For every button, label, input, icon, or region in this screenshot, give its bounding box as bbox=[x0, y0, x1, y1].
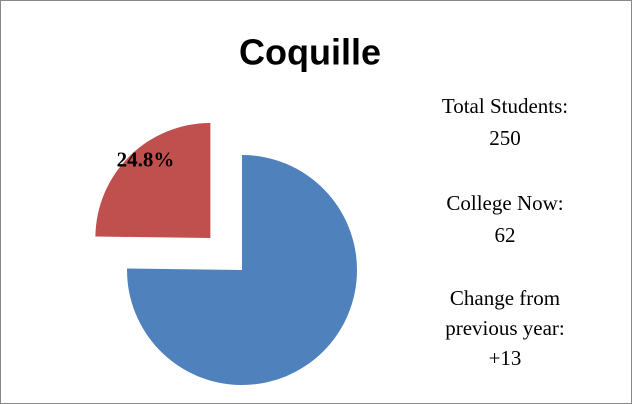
annotation: 62 bbox=[495, 223, 516, 247]
data-label: 24.8% bbox=[117, 148, 175, 172]
annotation: previous year: bbox=[445, 316, 565, 340]
annotation: Total Students: bbox=[442, 94, 568, 118]
annotation: +13 bbox=[489, 346, 522, 370]
annotation: College Now: bbox=[446, 191, 563, 215]
chart-title: Coquille bbox=[239, 32, 381, 73]
pie-slice bbox=[126, 155, 357, 385]
pie-slice bbox=[95, 122, 211, 238]
annotation: Change from bbox=[450, 286, 560, 310]
annotation: 250 bbox=[489, 126, 521, 150]
